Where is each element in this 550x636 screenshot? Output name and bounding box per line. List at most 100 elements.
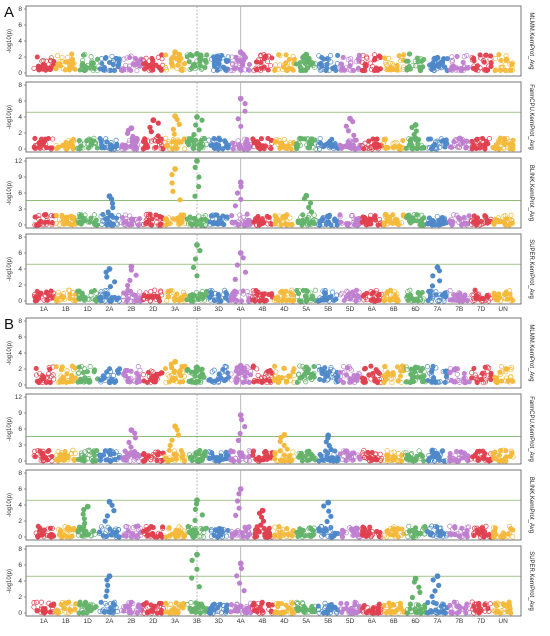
method-label: BLINK.KernProt_Avg (528, 165, 534, 221)
snp-point (390, 141, 396, 147)
snp-point (411, 297, 417, 303)
snp-point (150, 532, 156, 538)
snp-point (351, 527, 357, 533)
snp-point (408, 217, 414, 223)
snp-point (127, 277, 133, 284)
snp-point (82, 212, 88, 218)
snp-point (107, 222, 113, 228)
snp-point (359, 59, 365, 65)
snp-point (351, 372, 357, 379)
snp-point (32, 222, 38, 228)
snp-point (59, 217, 65, 223)
chromosome-label-7D: 7D (477, 618, 486, 625)
snp-point (266, 292, 272, 298)
snp-point (494, 380, 500, 386)
snp-point (109, 53, 115, 59)
snp-point (99, 221, 105, 227)
snp-point (214, 534, 220, 540)
snp-point (331, 222, 337, 228)
snp-point (50, 533, 57, 539)
snp-point (101, 609, 108, 615)
snp-point (371, 141, 377, 147)
snp-point (137, 605, 143, 611)
snp-point (41, 527, 47, 533)
snp-point (182, 220, 188, 226)
snp-point (181, 212, 187, 218)
y-tick-label: 4 (18, 350, 22, 357)
chromosome-label-5A: 5A (302, 306, 311, 313)
peak-point-2A (106, 573, 113, 580)
snp-point (170, 126, 176, 132)
snp-point (475, 457, 481, 463)
snp-point (282, 145, 288, 151)
snp-point (56, 216, 63, 223)
snp-point (242, 100, 248, 107)
snp-point (168, 288, 174, 294)
y-axis-label: -log10(p) (7, 569, 13, 593)
snp-point (169, 60, 175, 67)
snp-point (395, 378, 401, 384)
snp-point (409, 594, 416, 601)
y-tick-label: 2 (18, 282, 22, 289)
snp-point (48, 213, 54, 219)
snp-point (130, 133, 136, 140)
snp-point (437, 278, 443, 284)
peak-point-3B (194, 551, 200, 558)
snp-point (107, 447, 113, 454)
chromosome-label-4D: 4D (280, 306, 289, 313)
snp-point (71, 216, 77, 222)
snp-point (369, 457, 375, 464)
snp-point (442, 290, 448, 296)
snp-point (242, 373, 248, 380)
snp-point (220, 215, 226, 221)
snp-point (143, 221, 149, 227)
snp-point (67, 221, 73, 227)
snp-point (99, 60, 105, 67)
peak-point-3B (194, 364, 200, 371)
y-tick-label: 9 (18, 174, 22, 181)
snp-point (163, 65, 169, 71)
snp-point (463, 297, 470, 303)
y-tick-label: 4 (18, 578, 22, 585)
snp-point (414, 529, 420, 536)
snp-point (356, 216, 362, 222)
snp-point (212, 63, 218, 69)
snp-point (413, 609, 419, 615)
snp-point (367, 524, 373, 530)
snp-point (298, 298, 304, 304)
snp-point (460, 67, 466, 74)
snp-point (266, 525, 272, 531)
snp-point (277, 610, 283, 616)
peak-point-5A (303, 51, 310, 58)
snp-point (177, 372, 184, 378)
snp-point (51, 376, 57, 382)
snp-point (273, 295, 279, 301)
snp-point (481, 534, 487, 540)
snp-point (480, 448, 486, 454)
snp-point (187, 220, 193, 227)
snp-point (196, 174, 202, 180)
peak-point-5A (303, 364, 310, 371)
snp-point (136, 375, 142, 381)
snp-point (108, 605, 114, 611)
snp-point (478, 136, 484, 142)
snp-point (233, 512, 239, 519)
snp-point (432, 142, 438, 148)
snp-point (141, 602, 147, 608)
snp-point (174, 139, 180, 145)
snp-point (498, 144, 504, 150)
peak-point-2B (128, 125, 135, 132)
y-tick-label: 8 (18, 6, 22, 13)
chromosome-label-1A: 1A (40, 306, 49, 313)
snp-point (241, 588, 247, 594)
snp-point (372, 136, 379, 142)
peak-point-3B (194, 50, 200, 57)
snp-point (284, 446, 290, 452)
snp-point (373, 367, 379, 373)
snp-point (321, 503, 327, 509)
snp-point (268, 146, 274, 152)
snp-point (471, 221, 477, 227)
snp-point (55, 289, 61, 296)
peak-point-2A (106, 193, 113, 200)
